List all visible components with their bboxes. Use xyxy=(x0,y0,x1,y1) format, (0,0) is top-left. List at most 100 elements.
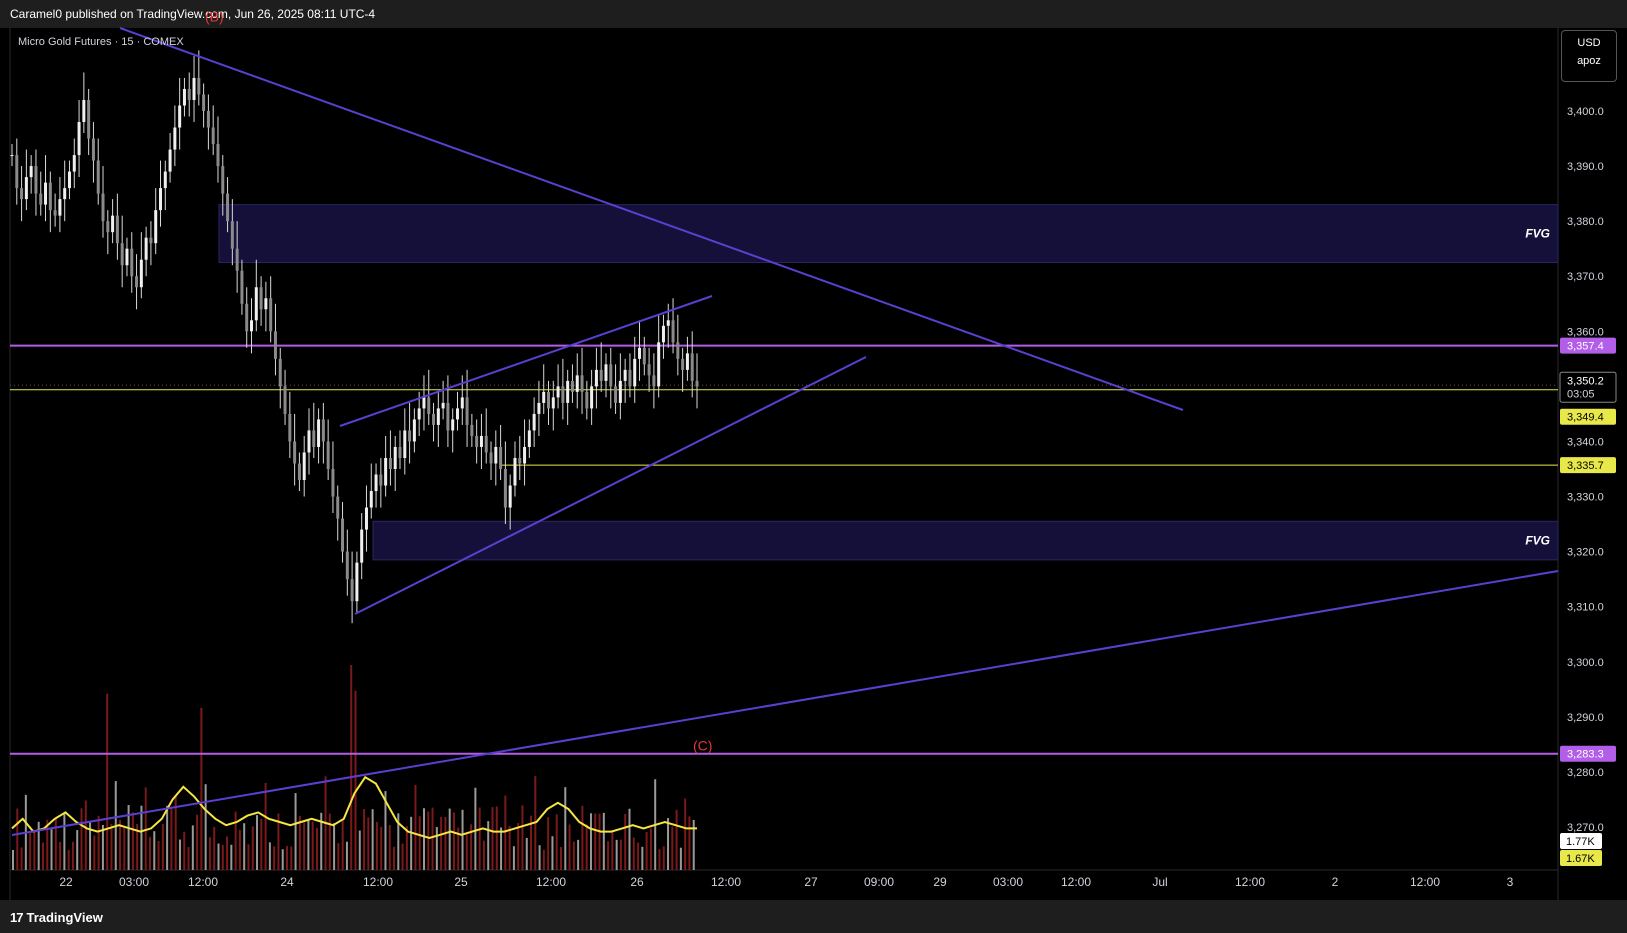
current-price-label xyxy=(1559,371,1617,403)
volume-bar xyxy=(337,843,340,870)
candle-body xyxy=(671,320,675,343)
candle-body xyxy=(642,347,646,365)
volume-bar xyxy=(260,818,263,870)
x-tick-label: 12:00 xyxy=(1061,875,1091,889)
candle-body xyxy=(408,430,412,442)
volume-bar xyxy=(200,707,203,870)
volume-bar xyxy=(431,807,434,870)
volume-bar xyxy=(375,821,378,870)
volume-bar xyxy=(320,812,323,870)
volume-bar xyxy=(243,823,246,870)
currency-label: USD xyxy=(1577,37,1601,49)
volume-bar xyxy=(247,844,250,870)
candle-body xyxy=(350,579,354,602)
volume-bar xyxy=(632,837,635,870)
volume-bars xyxy=(12,665,695,870)
volume-bar xyxy=(251,826,254,870)
volume-bar xyxy=(71,841,74,870)
volume-bar xyxy=(384,791,387,870)
candle-body xyxy=(269,298,273,332)
footer-bar: 17 TradingView xyxy=(0,900,1627,933)
candle-body xyxy=(604,364,608,381)
volume-bar xyxy=(414,784,417,870)
candle-body xyxy=(331,469,335,497)
candle-body xyxy=(115,215,119,244)
candle-body xyxy=(168,149,172,172)
candle-body xyxy=(451,419,455,431)
volume-bar xyxy=(166,805,169,870)
price-level-label xyxy=(1560,337,1616,354)
candle-body xyxy=(192,77,196,100)
candle-body xyxy=(379,474,383,486)
volume-bar xyxy=(37,821,40,870)
volume-bar xyxy=(281,849,284,870)
candle-body xyxy=(130,248,134,277)
tradingview-logo-icon: 17 xyxy=(10,910,24,925)
volume-label-text: 1.77K xyxy=(1566,836,1595,848)
candle-body xyxy=(77,122,81,156)
volume-bar xyxy=(495,806,498,870)
price-level-label xyxy=(1560,745,1616,762)
volume-bar xyxy=(624,813,627,870)
volume-bar xyxy=(423,808,425,870)
volume-bar xyxy=(487,821,490,870)
candle-body xyxy=(547,391,551,409)
candle-body xyxy=(570,380,574,392)
candle-body xyxy=(173,127,177,150)
candle-body xyxy=(518,457,522,464)
volume-bar xyxy=(457,827,460,870)
candle-body xyxy=(63,188,67,200)
currency-unit-button[interactable]: USD apoz xyxy=(1561,30,1617,82)
volume-bar xyxy=(491,807,494,870)
volume-bar xyxy=(54,818,57,870)
y-tick-label: 3,290.0 xyxy=(1567,712,1604,724)
volume-bar xyxy=(577,839,580,870)
x-tick-label: 09:00 xyxy=(864,875,894,889)
volume-bar xyxy=(564,787,567,870)
candle-body xyxy=(609,364,613,387)
volume-bar xyxy=(679,847,682,870)
tradingview-logo[interactable]: 17 TradingView xyxy=(10,910,103,925)
volume-bar xyxy=(311,821,314,870)
candle-body xyxy=(20,188,24,200)
candle-body xyxy=(15,155,19,189)
y-tick-label: 3,330.0 xyxy=(1567,492,1604,504)
volume-bar xyxy=(277,813,280,870)
volume-bar xyxy=(508,826,511,870)
volume-bar xyxy=(106,693,109,870)
volume-bar xyxy=(41,842,44,870)
volume-bar xyxy=(238,829,241,870)
candle-body xyxy=(470,424,474,436)
candle-body xyxy=(283,386,287,414)
price-level-text: 3,335.7 xyxy=(1567,460,1604,472)
volume-bar xyxy=(333,823,336,870)
price-level-text: 3,349.4 xyxy=(1567,412,1604,424)
x-tick-label: 03:00 xyxy=(119,875,149,889)
candle-body xyxy=(149,237,153,244)
candle-body xyxy=(34,166,38,194)
volume-bar xyxy=(388,824,391,870)
x-tick-label: 12:00 xyxy=(188,875,218,889)
volume-bar xyxy=(273,846,276,870)
volume-bar xyxy=(594,813,597,870)
volume-bar xyxy=(589,813,592,870)
price-level-label xyxy=(1560,408,1616,425)
volume-bar xyxy=(341,818,344,870)
price-chart[interactable]: FVG FVG (B) (C) 3,400.0 3,390.0 3,380.0 3,370.0… xyxy=(0,0,1627,900)
volume-bar xyxy=(191,825,194,870)
volume-bar xyxy=(136,823,139,870)
volume-bar xyxy=(298,815,301,870)
candle-body xyxy=(216,144,220,167)
volume-bar xyxy=(97,815,100,870)
volume-bar xyxy=(645,832,648,870)
y-tick-label: 3,320.0 xyxy=(1567,547,1604,559)
channel-lower-line xyxy=(354,356,867,615)
volume-bar xyxy=(354,690,357,870)
unit-label: apoz xyxy=(1577,55,1601,67)
candle-body xyxy=(460,397,464,409)
volume-bar xyxy=(363,809,366,870)
candle-body xyxy=(106,221,110,233)
volume-bar xyxy=(131,812,134,870)
brand-label: TradingView xyxy=(26,910,103,925)
volume-bar xyxy=(418,816,421,870)
